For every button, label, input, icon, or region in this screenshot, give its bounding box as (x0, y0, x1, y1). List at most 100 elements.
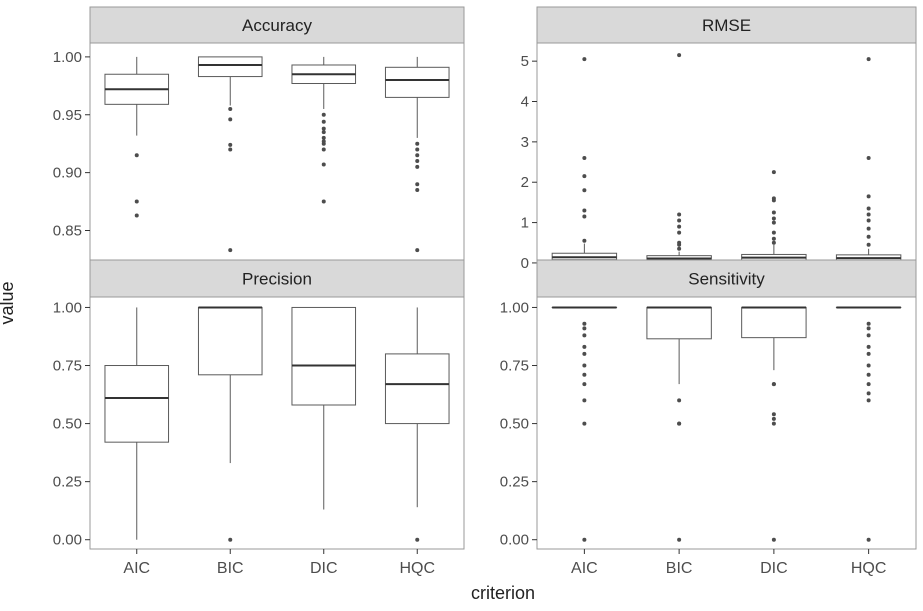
outlier-point (582, 398, 586, 402)
outlier-point (415, 538, 419, 542)
outlier-point (228, 143, 232, 147)
iqr-box (742, 307, 806, 337)
outlier-point (867, 213, 871, 217)
outlier-point (415, 248, 419, 252)
iqr-box (385, 354, 449, 424)
outlier-point (677, 247, 681, 251)
outlier-point (867, 227, 871, 231)
outlier-point (582, 188, 586, 192)
outlier-point (677, 398, 681, 402)
outlier-point (867, 382, 871, 386)
y-tick-label: 0.50 (53, 416, 82, 433)
outlier-point (677, 538, 681, 542)
outlier-point (677, 241, 681, 245)
y-tick-label: 0.25 (53, 474, 82, 491)
outlier-point (867, 326, 871, 330)
x-tick-label: AIC (571, 560, 598, 577)
facet-title: Sensitivity (688, 270, 765, 289)
outlier-point (582, 422, 586, 426)
outlier-point (582, 352, 586, 356)
y-tick-label: 1.00 (53, 299, 82, 316)
iqr-box (292, 307, 356, 405)
outlier-point (772, 231, 776, 235)
y-tick-label: 5 (521, 53, 529, 70)
y-tick-label: 0.75 (500, 358, 529, 375)
panel-accuracy: Accuracy 0.85 0.90 0.95 1.00 (53, 7, 464, 271)
outlier-point (582, 382, 586, 386)
outlier-point (867, 333, 871, 337)
outlier-point (582, 538, 586, 542)
outlier-point (867, 243, 871, 247)
outlier-point (867, 373, 871, 377)
x-axis-label: criterion (471, 583, 535, 603)
outlier-point (677, 225, 681, 229)
y-tick-label: 0.95 (53, 107, 82, 124)
iqr-box (198, 57, 262, 77)
outlier-point (772, 237, 776, 241)
iqr-box (647, 307, 711, 338)
outlier-point (867, 538, 871, 542)
outlier-point (772, 422, 776, 426)
y-tick-label: 0.00 (500, 532, 529, 549)
y-tick-label: 0.75 (53, 358, 82, 375)
x-tick-label: BIC (666, 560, 693, 577)
outlier-point (322, 120, 326, 124)
outlier-point (677, 213, 681, 217)
y-tick-label: 0.85 (53, 222, 82, 239)
outlier-point (867, 352, 871, 356)
outlier-point (415, 165, 419, 169)
outlier-point (582, 345, 586, 349)
outlier-point (677, 422, 681, 426)
outlier-point (772, 221, 776, 225)
outlier-point (582, 208, 586, 212)
outlier-point (415, 188, 419, 192)
outlier-point (228, 538, 232, 542)
outlier-point (322, 163, 326, 167)
y-tick-label: 0.25 (500, 474, 529, 491)
outlier-point (135, 153, 139, 157)
outlier-point (582, 333, 586, 337)
outlier-point (582, 373, 586, 377)
outlier-point (677, 219, 681, 223)
outlier-point (582, 156, 586, 160)
outlier-point (135, 200, 139, 204)
panel-frame (537, 43, 916, 271)
outlier-point (867, 219, 871, 223)
iqr-box (385, 67, 449, 97)
outlier-point (867, 156, 871, 160)
outlier-point (582, 326, 586, 330)
iqr-box (198, 307, 262, 374)
outlier-point (867, 391, 871, 395)
y-tick-label: 0 (521, 255, 529, 272)
outlier-point (677, 231, 681, 235)
outlier-point (772, 170, 776, 174)
y-tick-label: 0.00 (53, 532, 82, 549)
outlier-point (415, 147, 419, 151)
iqr-box (105, 366, 169, 443)
facet-title: Precision (242, 270, 312, 289)
outlier-point (322, 147, 326, 151)
outlier-point (867, 235, 871, 239)
outlier-point (322, 113, 326, 117)
outlier-point (772, 417, 776, 421)
y-tick-label: 3 (521, 134, 529, 151)
outlier-point (415, 159, 419, 163)
outlier-point (867, 345, 871, 349)
outlier-point (415, 142, 419, 146)
outlier-point (677, 53, 681, 57)
outlier-point (867, 57, 871, 61)
outlier-point (867, 398, 871, 402)
outlier-point (772, 241, 776, 245)
y-tick-label: 0.50 (500, 416, 529, 433)
outlier-point (135, 213, 139, 217)
facet-title: Accuracy (242, 16, 312, 35)
outlier-point (415, 182, 419, 186)
outlier-point (228, 117, 232, 121)
y-tick-label: 0.90 (53, 165, 82, 182)
outlier-point (772, 538, 776, 542)
y-tick-label: 4 (521, 94, 529, 111)
y-tick-label: 1.00 (53, 49, 82, 66)
